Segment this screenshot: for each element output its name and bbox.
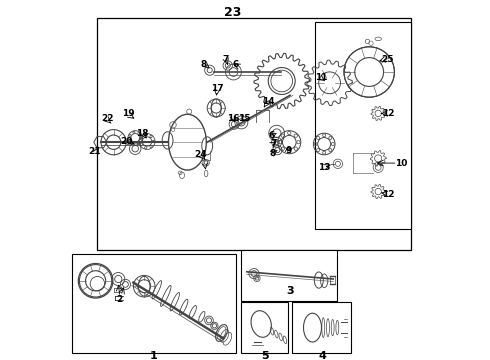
- Text: 5: 5: [261, 351, 269, 360]
- Bar: [72, 254, 236, 353]
- Text: 25: 25: [381, 55, 394, 64]
- Text: 16: 16: [227, 113, 240, 122]
- Text: 3: 3: [286, 286, 294, 296]
- Text: 10: 10: [395, 159, 408, 168]
- Text: 11: 11: [315, 73, 328, 82]
- Text: 7: 7: [223, 55, 229, 64]
- Text: 2: 2: [117, 295, 123, 304]
- Text: 18: 18: [136, 129, 148, 138]
- Text: 15: 15: [238, 113, 250, 122]
- Bar: [98, 18, 411, 250]
- Text: 19: 19: [122, 109, 134, 118]
- Text: 17: 17: [211, 84, 223, 93]
- Text: 7: 7: [270, 139, 276, 148]
- Text: 8: 8: [270, 149, 276, 158]
- Text: 22: 22: [101, 114, 114, 123]
- Text: 12: 12: [382, 190, 394, 199]
- Text: 9: 9: [285, 145, 292, 155]
- Text: 6: 6: [233, 60, 239, 69]
- Text: 14: 14: [262, 97, 275, 106]
- Text: 12: 12: [382, 109, 394, 118]
- Text: 21: 21: [89, 148, 101, 156]
- Text: 1: 1: [149, 351, 157, 360]
- Bar: [315, 22, 411, 229]
- Bar: [292, 302, 351, 353]
- Text: 6: 6: [269, 131, 275, 140]
- Text: 4: 4: [318, 351, 326, 360]
- Bar: [242, 302, 288, 353]
- Text: 24: 24: [194, 150, 207, 158]
- Bar: [242, 250, 337, 301]
- Text: 23: 23: [224, 6, 241, 19]
- Text: 13: 13: [318, 163, 330, 172]
- Text: 8: 8: [200, 60, 207, 69]
- Text: 20: 20: [121, 136, 133, 145]
